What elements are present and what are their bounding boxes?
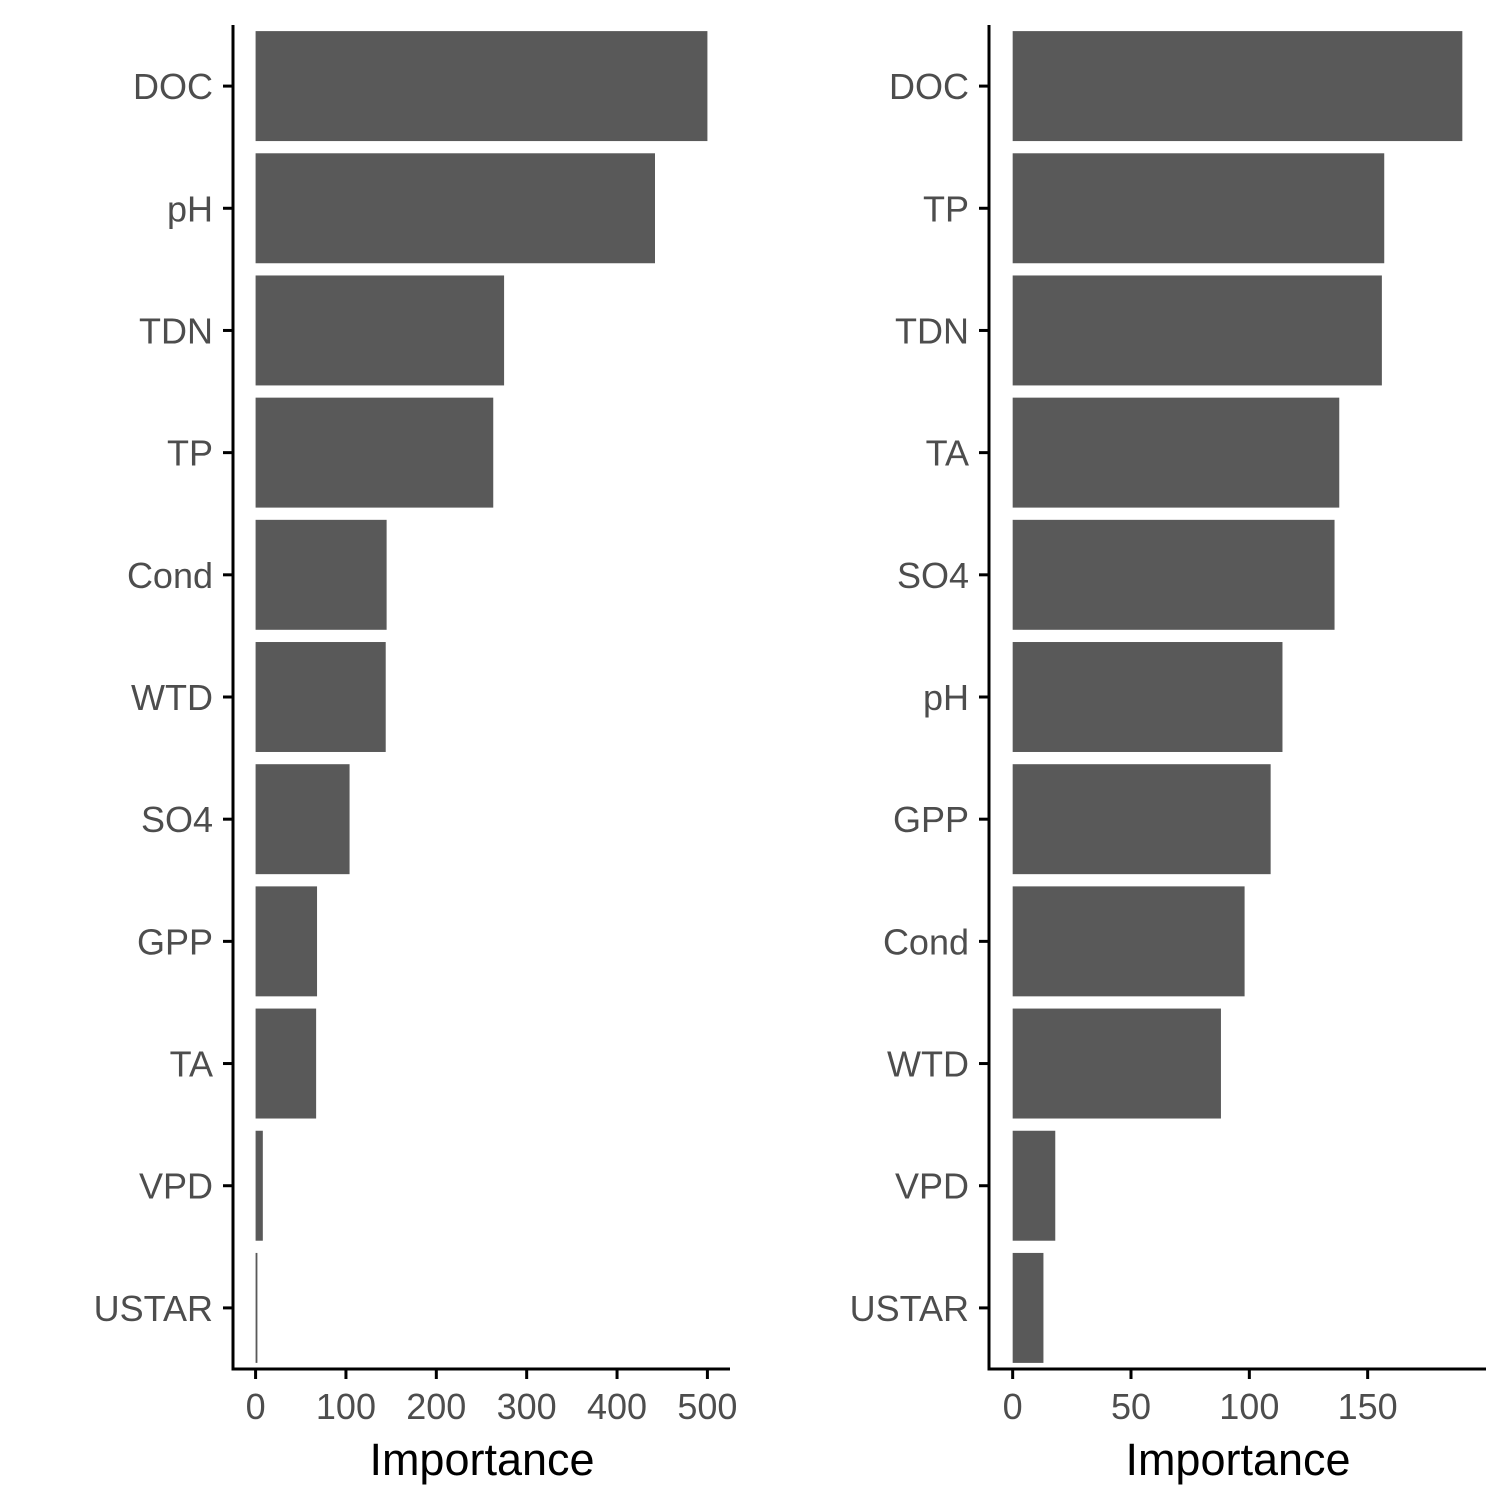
x-tick-label-right-50: 50 <box>1111 1386 1151 1427</box>
y-tick-label-left-doc: DOC <box>133 66 213 107</box>
bar-right-cond <box>1012 886 1245 997</box>
bar-right-tdn <box>1012 275 1382 386</box>
y-tick-label-right-tdn: TDN <box>895 310 969 351</box>
x-tick-label-left-400: 400 <box>587 1386 647 1427</box>
bar-left-cond <box>255 519 387 630</box>
bar-left-ustar <box>255 1252 258 1363</box>
y-tick-label-right-so4: SO4 <box>897 555 969 596</box>
x-tick-label-left-500: 500 <box>677 1386 737 1427</box>
x-axis-title-right: Importance <box>1125 1434 1350 1485</box>
bar-right-tp <box>1012 153 1385 264</box>
x-tick-label-right-150: 150 <box>1338 1386 1398 1427</box>
bar-left-gpp <box>255 886 318 997</box>
x-tick-label-left-0: 0 <box>246 1386 266 1427</box>
bar-left-vpd <box>255 1130 263 1241</box>
x-tick-label-left-300: 300 <box>497 1386 557 1427</box>
x-tick-label-right-100: 100 <box>1219 1386 1279 1427</box>
y-tick-label-left-ustar: USTAR <box>94 1288 213 1329</box>
bar-right-so4 <box>1012 519 1335 630</box>
bar-left-wtd <box>255 642 386 752</box>
y-tick-label-left-gpp: GPP <box>137 921 213 962</box>
y-tick-label-left-cond: Cond <box>127 555 213 596</box>
y-tick-label-right-doc: DOC <box>889 66 969 107</box>
y-tick-label-right-ph: pH <box>923 677 969 718</box>
x-axis-title-left: Importance <box>369 1434 594 1485</box>
y-tick-label-right-ustar: USTAR <box>850 1288 969 1329</box>
y-tick-label-left-ta: TA <box>170 1044 213 1085</box>
x-tick-label-left-100: 100 <box>316 1386 376 1427</box>
bar-left-so4 <box>255 764 350 875</box>
bar-left-tp <box>255 397 494 508</box>
bar-left-ta <box>255 1008 317 1119</box>
bar-right-vpd <box>1012 1130 1056 1241</box>
y-tick-label-right-tp: TP <box>923 188 969 229</box>
bar-right-wtd <box>1012 1008 1221 1119</box>
bar-right-ta <box>1012 397 1340 508</box>
x-tick-label-left-200: 200 <box>406 1386 466 1427</box>
y-tick-label-right-wtd: WTD <box>887 1044 969 1085</box>
y-tick-label-left-tp: TP <box>167 433 213 474</box>
y-tick-label-right-cond: Cond <box>883 921 969 962</box>
bar-left-ph <box>255 153 655 264</box>
x-tick-label-right-0: 0 <box>1003 1386 1023 1427</box>
y-tick-label-left-tdn: TDN <box>139 310 213 351</box>
y-tick-label-right-vpd: VPD <box>895 1166 969 1207</box>
y-tick-label-right-ta: TA <box>926 433 969 474</box>
bar-right-ph <box>1012 642 1283 752</box>
y-tick-label-right-gpp: GPP <box>893 799 969 840</box>
y-tick-label-left-ph: pH <box>167 188 213 229</box>
importance-panel-left: Importance DOC pH TDN TP Cond WTD SO4 GPP TA VPD U… <box>94 25 737 1485</box>
y-tick-label-left-so4: SO4 <box>141 799 213 840</box>
y-tick-label-left-vpd: VPD <box>139 1166 213 1207</box>
bar-left-tdn <box>255 275 505 386</box>
y-tick-label-left-wtd: WTD <box>131 677 213 718</box>
bar-right-ustar <box>1012 1252 1044 1363</box>
bar-right-gpp <box>1012 764 1271 875</box>
importance-panel-right: Importance DOC TP TDN TA SO4 pH GPP Cond WTD VPD U… <box>850 25 1486 1485</box>
bar-left-doc <box>255 31 708 142</box>
bar-right-doc <box>1012 31 1463 142</box>
